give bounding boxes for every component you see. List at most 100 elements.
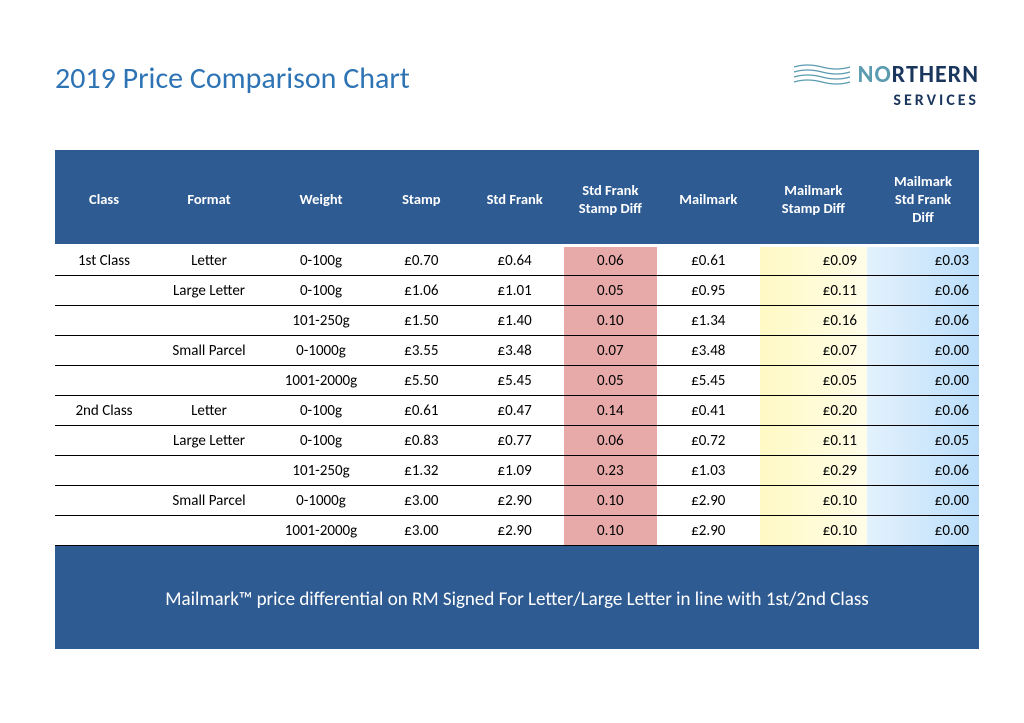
table-header: Class Format Weight Stamp Std Frank Std … xyxy=(55,150,979,246)
table-cell: £1.06 xyxy=(377,276,466,306)
col-header-stamp: Stamp xyxy=(377,150,466,246)
table-row: 1st ClassLetter0-100g£0.70£0.640.06£0.61… xyxy=(55,246,979,276)
logo-main-text: NORTHERN xyxy=(858,60,979,89)
table-body: 1st ClassLetter0-100g£0.70£0.640.06£0.61… xyxy=(55,246,979,546)
table-cell xyxy=(153,456,265,486)
table-cell: £3.48 xyxy=(466,336,564,366)
table-cell: 101-250g xyxy=(265,306,377,336)
table-cell: £1.50 xyxy=(377,306,466,336)
col-header-mailmark-stamp-diff: MailmarkStamp Diff xyxy=(760,150,867,246)
table-cell: £0.77 xyxy=(466,426,564,456)
table-cell: £0.09 xyxy=(760,246,867,276)
brand-logo: NORTHERN SERVICES xyxy=(792,60,979,110)
table-cell xyxy=(153,516,265,546)
table-cell: £3.00 xyxy=(377,516,466,546)
table-cell: 0-100g xyxy=(265,276,377,306)
col-header-class: Class xyxy=(55,150,153,246)
table-cell xyxy=(55,276,153,306)
table-cell xyxy=(55,516,153,546)
table-cell: Large Letter xyxy=(153,276,265,306)
table-cell: £1.09 xyxy=(466,456,564,486)
table-cell xyxy=(153,366,265,396)
table-cell: £0.00 xyxy=(867,516,979,546)
table-cell: £0.10 xyxy=(760,516,867,546)
table-cell: £5.45 xyxy=(466,366,564,396)
table-cell xyxy=(55,336,153,366)
table-cell: 0-100g xyxy=(265,396,377,426)
col-header-weight: Weight xyxy=(265,150,377,246)
table-cell: £0.61 xyxy=(657,246,760,276)
table-cell: £0.16 xyxy=(760,306,867,336)
table-row: 1001-2000g£3.00£2.900.10£2.90£0.10£0.00 xyxy=(55,516,979,546)
table-cell: £0.47 xyxy=(466,396,564,426)
table-cell: £5.50 xyxy=(377,366,466,396)
table-cell: 0.10 xyxy=(564,516,657,546)
table-cell: £0.20 xyxy=(760,396,867,426)
table-cell: £2.90 xyxy=(466,516,564,546)
table-cell: £0.41 xyxy=(657,396,760,426)
table-cell: £1.32 xyxy=(377,456,466,486)
page: 2019 Price Comparison Chart NORTHERN SER… xyxy=(0,0,1024,649)
table-cell: £0.06 xyxy=(867,276,979,306)
table-cell: £0.00 xyxy=(867,336,979,366)
table-cell: £2.90 xyxy=(657,486,760,516)
table-cell: £0.07 xyxy=(760,336,867,366)
table-cell: 0-100g xyxy=(265,426,377,456)
table-cell: 0-1000g xyxy=(265,486,377,516)
table-cell: £0.06 xyxy=(867,396,979,426)
table-cell: £1.01 xyxy=(466,276,564,306)
price-comparison-table: Class Format Weight Stamp Std Frank Std … xyxy=(55,150,979,546)
table-cell xyxy=(55,366,153,396)
table-row: 101-250g£1.32£1.090.23£1.03£0.29£0.06 xyxy=(55,456,979,486)
table-cell: £0.11 xyxy=(760,276,867,306)
table-cell: 0.05 xyxy=(564,276,657,306)
table-cell: £2.90 xyxy=(657,516,760,546)
logo-top: NORTHERN xyxy=(792,60,979,89)
table-cell xyxy=(55,486,153,516)
table-cell: £0.64 xyxy=(466,246,564,276)
table-cell xyxy=(55,456,153,486)
table-cell: 0.06 xyxy=(564,426,657,456)
table-cell xyxy=(153,306,265,336)
table-row: 1001-2000g£5.50£5.450.05£5.45£0.05£0.00 xyxy=(55,366,979,396)
table-row: Small Parcel0-1000g£3.55£3.480.07£3.48£0… xyxy=(55,336,979,366)
table-cell: Letter xyxy=(153,396,265,426)
col-header-stdfrank: Std Frank xyxy=(466,150,564,246)
table-cell: Small Parcel xyxy=(153,486,265,516)
table-cell: 1001-2000g xyxy=(265,516,377,546)
header-row: 2019 Price Comparison Chart NORTHERN SER… xyxy=(55,60,979,110)
table-cell: 0.23 xyxy=(564,456,657,486)
table-cell: £0.05 xyxy=(760,366,867,396)
footer-note: Mailmark™ price differential on RM Signe… xyxy=(55,546,979,649)
table-cell: £0.00 xyxy=(867,486,979,516)
table-cell: £0.05 xyxy=(867,426,979,456)
table-cell: £0.06 xyxy=(867,456,979,486)
table-cell: 0.05 xyxy=(564,366,657,396)
table-cell: £1.03 xyxy=(657,456,760,486)
table-cell xyxy=(55,306,153,336)
table-cell: £3.48 xyxy=(657,336,760,366)
table-cell: £1.40 xyxy=(466,306,564,336)
col-header-format: Format xyxy=(153,150,265,246)
table-cell: 1001-2000g xyxy=(265,366,377,396)
table-cell: 0.07 xyxy=(564,336,657,366)
price-table-container: Class Format Weight Stamp Std Frank Std … xyxy=(55,150,979,649)
table-cell: 0.06 xyxy=(564,246,657,276)
table-cell: 1st Class xyxy=(55,246,153,276)
table-cell: 2nd Class xyxy=(55,396,153,426)
table-cell: £0.61 xyxy=(377,396,466,426)
col-header-stdfrank-diff: Std FrankStamp Diff xyxy=(564,150,657,246)
table-cell: £0.72 xyxy=(657,426,760,456)
table-cell: £0.10 xyxy=(760,486,867,516)
table-cell: £3.00 xyxy=(377,486,466,516)
table-row: Small Parcel0-1000g£3.00£2.900.10£2.90£0… xyxy=(55,486,979,516)
table-cell: 0.10 xyxy=(564,486,657,516)
table-cell: Small Parcel xyxy=(153,336,265,366)
table-cell: £0.29 xyxy=(760,456,867,486)
table-cell xyxy=(55,426,153,456)
table-cell: 0.14 xyxy=(564,396,657,426)
table-row: Large Letter0-100g£0.83£0.770.06£0.72£0.… xyxy=(55,426,979,456)
table-cell: £3.55 xyxy=(377,336,466,366)
table-cell: Large Letter xyxy=(153,426,265,456)
table-row: 2nd ClassLetter0-100g£0.61£0.470.14£0.41… xyxy=(55,396,979,426)
